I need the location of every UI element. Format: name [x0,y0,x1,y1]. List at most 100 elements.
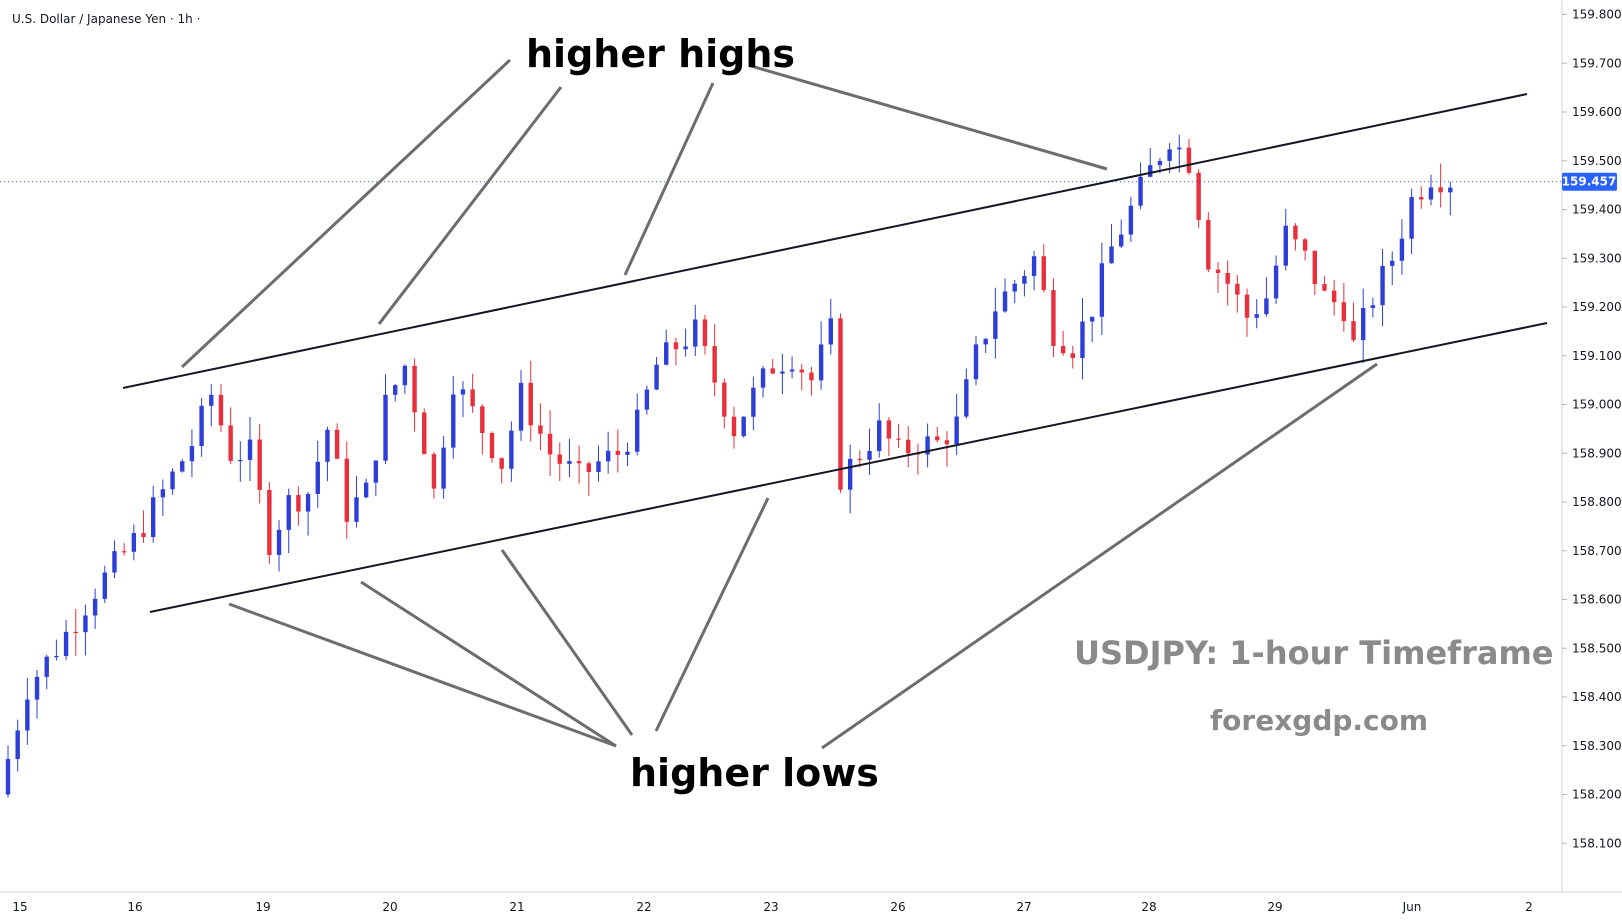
candle-body [615,450,621,455]
candle-body [1138,176,1143,206]
candle-body [73,631,78,634]
candle-body [412,365,417,413]
candle-body [528,382,533,426]
time-tick-label: 29 [1267,900,1282,914]
candle-body [654,364,659,390]
candle-body [557,454,562,464]
candle-body [305,493,311,512]
candle-body [1002,291,1008,312]
candle-body [993,311,998,339]
symbol-title[interactable]: U.S. Dollar / Japanese Yen · 1h · [12,12,200,26]
candle-body [383,394,388,461]
price-tick-label: 159.500 [1572,154,1622,168]
candle-body [15,730,20,760]
candle-body [489,432,495,459]
price-tick-label: 158.800 [1572,495,1622,509]
candle-body [935,436,940,441]
candle-body [518,382,524,431]
candle-body [276,529,282,555]
time-tick-label: 26 [890,900,905,914]
upper-channel-line[interactable] [122,93,1528,389]
time-tick-label: 16 [127,900,142,914]
candle-body [847,458,853,490]
candle-body [586,463,591,473]
candle-body [218,394,224,426]
candle-body [344,458,349,522]
candle-body [5,759,11,795]
candle-body [1099,263,1105,317]
chart-title-watermark: USDJPY: 1-hour Timeframe [1074,634,1553,672]
candle-body [402,365,408,386]
candle-body [1060,345,1066,354]
price-axis[interactable]: 158.100 158.200 158.300 158.400 158.500 158.6… [1562,8,1622,851]
candle-body [441,447,446,489]
candle-body [286,495,291,530]
candle-body [92,598,98,616]
candle-body [760,368,766,388]
candle-body [896,438,901,440]
time-axis[interactable]: 15 16 19 20 21 22 23 26 27 28 29 Jun 2 [12,900,1532,914]
candle-body [925,436,930,455]
candle-body [1089,316,1095,322]
candle-body [334,429,340,459]
price-tick-label: 159.100 [1572,349,1622,363]
candle-body [180,461,185,472]
candles-group [5,134,1453,798]
price-tick-label: 158.700 [1572,544,1622,558]
time-tick-label: 22 [636,900,651,914]
price-tick-label: 158.400 [1572,690,1622,704]
candle-body [1157,160,1163,166]
candle-body [151,497,156,538]
candle-body [267,489,272,555]
candle-body [199,405,204,447]
candle-body [1177,147,1182,150]
lower-channel-line[interactable] [149,322,1548,613]
higher-highs-pointer [623,82,715,276]
candle-body [1235,283,1240,295]
candle-body [673,342,679,350]
price-tick-label: 158.500 [1572,641,1622,655]
time-tick-label: 21 [509,900,524,914]
candle-body [789,369,795,372]
candle-body [886,420,892,439]
price-tick-label: 159.300 [1572,251,1622,265]
time-tick-label: 23 [763,900,778,914]
candle-body [964,379,969,417]
time-tick-label: 19 [255,900,270,914]
price-tick-label: 158.200 [1572,788,1622,802]
candle-body [1361,307,1366,341]
candle-body [102,572,107,599]
candle-body [363,482,369,498]
candle-body [470,389,475,407]
candle-body [596,461,601,473]
candle-body [809,372,814,381]
price-tick-label: 159.600 [1572,105,1622,119]
price-tick-label: 158.600 [1572,593,1622,607]
candle-body [664,342,669,365]
last-price-tag [1562,172,1617,191]
candle-body [1031,256,1037,277]
candle-body [1041,256,1046,291]
candle-body [1331,290,1337,303]
price-tick-label: 158.300 [1572,739,1622,753]
candle-body [1264,298,1269,315]
candle-body [54,655,59,658]
candle-body [1351,321,1356,341]
candle-body [741,416,746,437]
candle-body [1196,172,1201,220]
candle-body [906,439,911,454]
higher-lows-pointer [228,602,617,748]
candle-body [121,551,127,553]
candle-body [112,551,117,573]
candle-body [1244,294,1250,318]
candle-body [944,440,950,445]
higher-lows-label: higher lows [630,751,879,795]
candle-body [44,656,49,677]
candle-body [422,412,427,455]
candle-body [567,461,572,464]
candle-body [499,458,504,469]
candle-body [480,406,485,433]
candle-body [1341,302,1347,322]
